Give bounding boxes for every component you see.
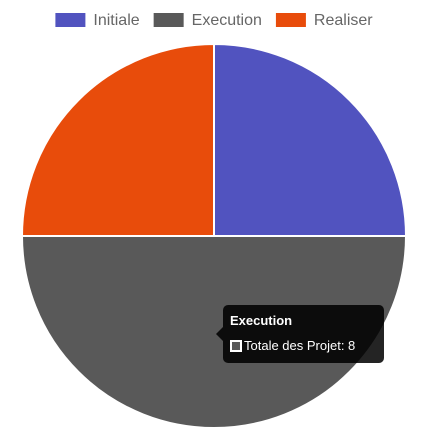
- tooltip-title: Execution: [230, 313, 293, 328]
- legend-swatch-realiser[interactable]: [275, 13, 306, 27]
- legend-label-initiale[interactable]: Initiale: [93, 12, 139, 29]
- pie-slice-realiser[interactable]: [20, 42, 215, 237]
- legend-label-realiser[interactable]: Realiser: [314, 12, 373, 29]
- pie-slices: [20, 42, 408, 429]
- legend-swatch-execution[interactable]: [153, 13, 184, 27]
- legend-swatch-initiale[interactable]: [55, 13, 86, 27]
- pie-slice-initiale[interactable]: [213, 42, 408, 237]
- legend-label-execution[interactable]: Execution: [192, 12, 262, 29]
- tooltip-label: Totale des Projet: 8: [244, 338, 356, 353]
- tooltip-swatch: [230, 339, 242, 352]
- tooltip-row: Totale des Projet: 8: [230, 338, 377, 353]
- chart-tooltip: Execution Totale des Projet: 8: [216, 305, 384, 363]
- legend: Initiale Execution Realiser: [55, 12, 373, 29]
